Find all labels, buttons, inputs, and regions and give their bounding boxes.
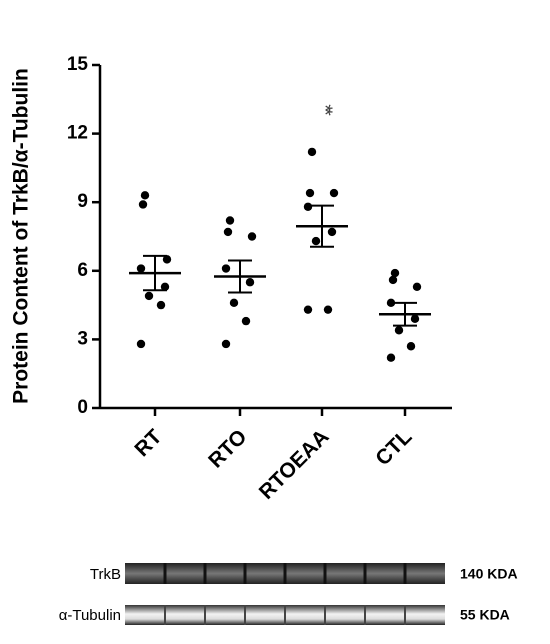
x-tick-label: RTO bbox=[204, 425, 251, 472]
data-point bbox=[388, 275, 398, 285]
data-point bbox=[323, 305, 333, 314]
data-point bbox=[221, 339, 231, 349]
data-point bbox=[136, 339, 146, 349]
data-point bbox=[305, 188, 315, 198]
data-point bbox=[406, 342, 416, 351]
data-point bbox=[138, 200, 148, 209]
y-axis-label: Protein Content of TrkB/α-Tubulin bbox=[10, 68, 33, 404]
data-point bbox=[386, 298, 396, 308]
data-point bbox=[329, 188, 339, 198]
y-tick-label: 3 bbox=[77, 328, 88, 349]
data-point bbox=[327, 227, 337, 237]
data-point bbox=[303, 202, 313, 211]
western-blot bbox=[125, 563, 445, 625]
data-point bbox=[307, 147, 317, 157]
data-point bbox=[160, 282, 170, 292]
y-tick-label: 15 bbox=[67, 54, 89, 75]
data-point bbox=[156, 300, 166, 310]
y-tick-label: 12 bbox=[67, 123, 88, 144]
x-tick-label: RTOEAA bbox=[255, 425, 334, 504]
y-tick-label: 6 bbox=[77, 260, 88, 281]
data-point bbox=[245, 278, 255, 287]
data-point bbox=[223, 227, 233, 237]
data-point bbox=[162, 255, 172, 264]
data-point bbox=[140, 191, 150, 200]
y-tick-label: 9 bbox=[77, 191, 88, 212]
x-tick-label: CTL bbox=[371, 425, 416, 470]
x-tick-label: RT bbox=[130, 425, 166, 461]
y-tick-label: 0 bbox=[77, 397, 88, 418]
data-point bbox=[386, 353, 396, 362]
data-point bbox=[303, 305, 313, 314]
data-point bbox=[225, 216, 235, 225]
blot-size: 55 KDA bbox=[460, 607, 510, 623]
data-point bbox=[241, 316, 251, 326]
data-point bbox=[311, 236, 321, 246]
blot-size: 140 KDA bbox=[460, 566, 518, 582]
data-point bbox=[136, 264, 146, 273]
data-point bbox=[390, 268, 400, 278]
blot-label: TrkB bbox=[90, 566, 121, 583]
data-point bbox=[229, 298, 239, 308]
data-point bbox=[410, 314, 420, 324]
data-point bbox=[394, 326, 404, 335]
data-point bbox=[412, 282, 422, 292]
blot-label: α-Tubulin bbox=[59, 607, 121, 624]
data-point bbox=[221, 264, 231, 273]
significance-annotation: ** bbox=[314, 104, 336, 116]
data-point bbox=[247, 232, 257, 241]
data-point bbox=[144, 291, 154, 301]
